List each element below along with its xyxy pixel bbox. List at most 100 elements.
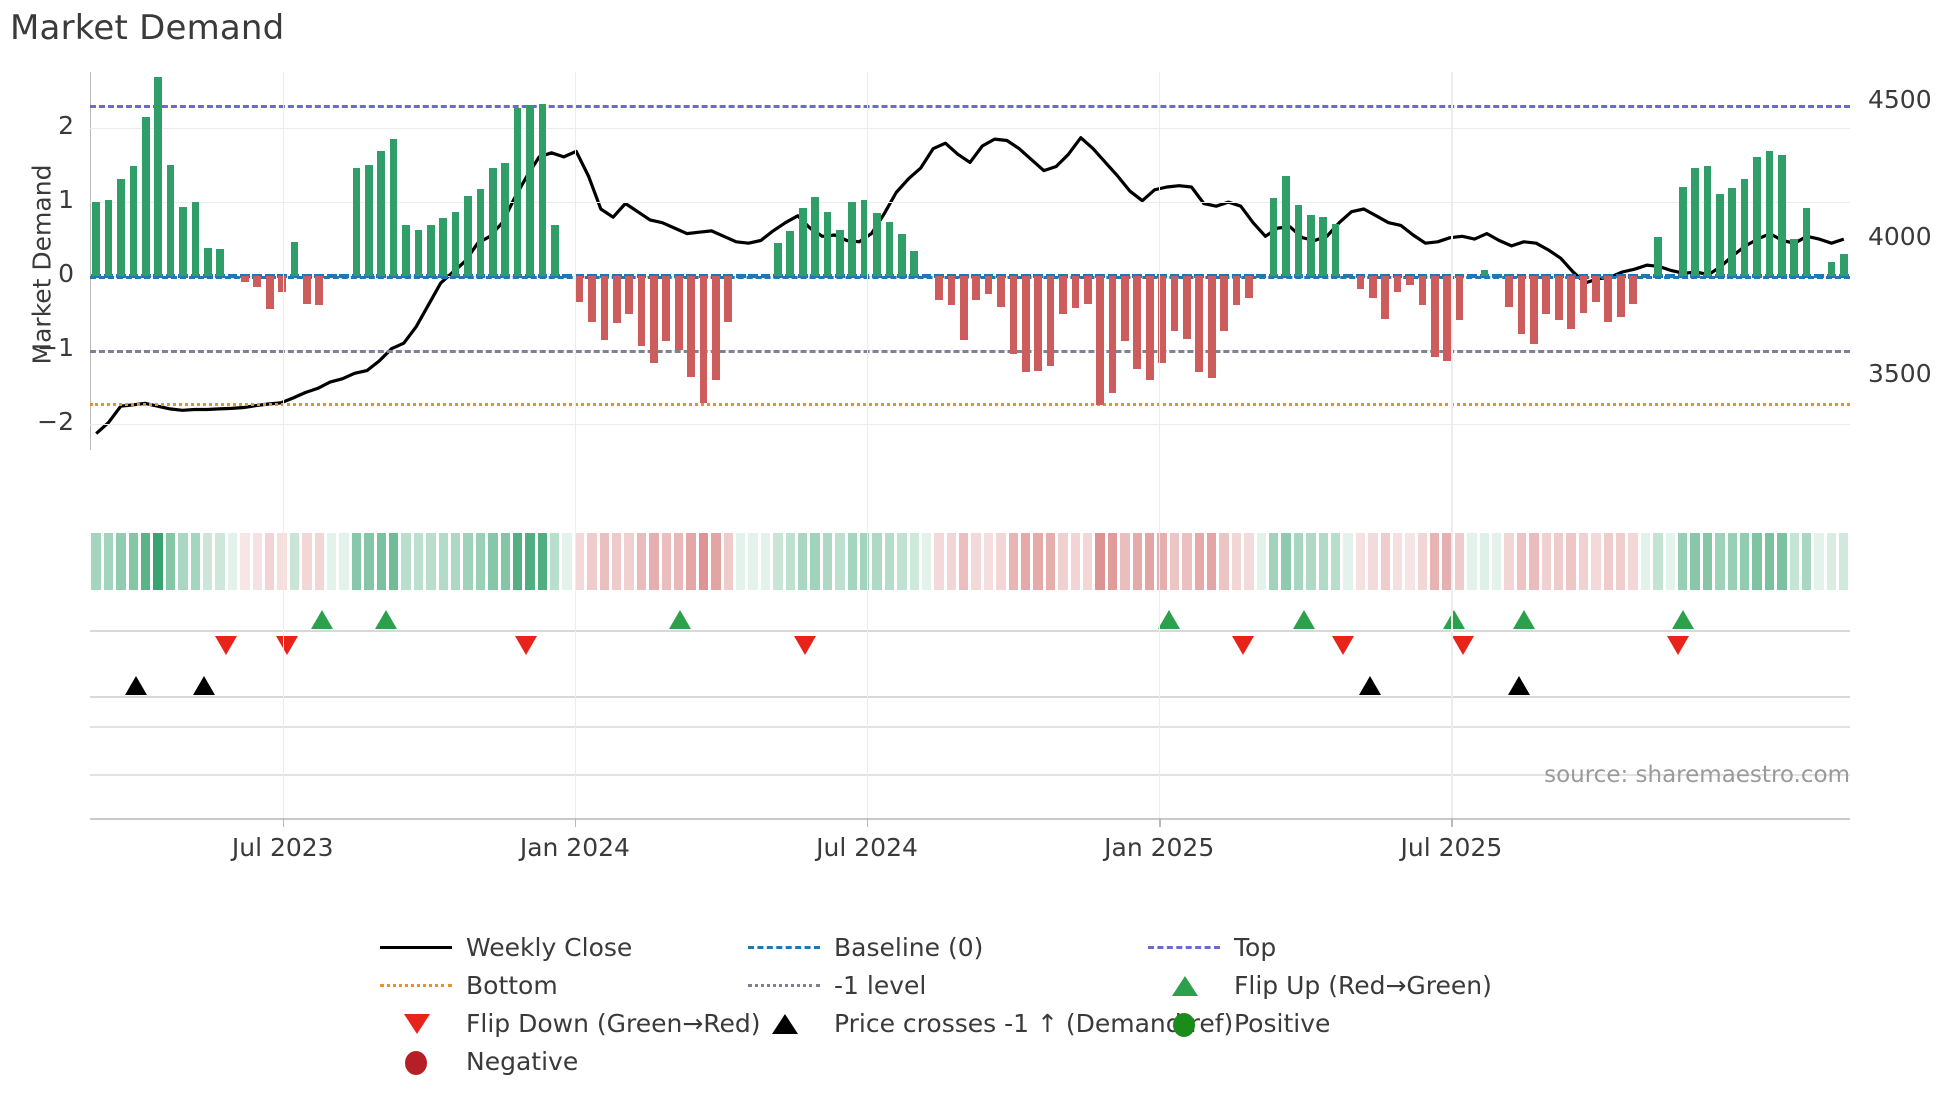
demand-bar[interactable] xyxy=(526,105,534,276)
demand-bar[interactable] xyxy=(798,207,807,276)
flip-up-marker[interactable] xyxy=(1157,610,1180,629)
demand-bar[interactable] xyxy=(1269,198,1278,276)
price-cross-marker[interactable] xyxy=(1358,676,1381,695)
demand-bar[interactable] xyxy=(253,275,262,287)
flip-down-marker[interactable] xyxy=(1332,636,1355,655)
demand-bar[interactable] xyxy=(427,225,435,276)
demand-bar[interactable] xyxy=(439,218,448,276)
demand-bar[interactable] xyxy=(1691,168,1699,276)
demand-bar[interactable] xyxy=(1207,275,1216,379)
demand-bar[interactable] xyxy=(1034,275,1042,371)
demand-bar[interactable] xyxy=(1406,275,1414,285)
demand-bar[interactable] xyxy=(1381,275,1390,319)
demand-bar[interactable] xyxy=(1728,188,1737,276)
demand-bar[interactable] xyxy=(265,275,274,310)
demand-bar[interactable] xyxy=(823,212,832,276)
demand-bar[interactable] xyxy=(1282,175,1290,276)
demand-bar[interactable] xyxy=(575,275,584,302)
demand-bar[interactable] xyxy=(612,275,621,324)
legend-item-1-level[interactable]: -1 level xyxy=(748,966,926,1004)
demand-bar[interactable] xyxy=(1530,275,1538,344)
demand-bar[interactable] xyxy=(873,212,881,276)
demand-bar[interactable] xyxy=(1294,205,1303,276)
demand-bar[interactable] xyxy=(179,206,187,276)
demand-bar[interactable] xyxy=(1616,275,1625,317)
demand-bar[interactable] xyxy=(488,167,497,276)
demand-bar[interactable] xyxy=(1678,186,1687,276)
demand-bar[interactable] xyxy=(712,275,720,380)
legend-item-negative[interactable]: Negative xyxy=(380,1042,578,1080)
demand-bar[interactable] xyxy=(625,275,633,315)
demand-bar[interactable] xyxy=(1740,179,1749,276)
demand-bar[interactable] xyxy=(513,107,522,276)
flip-down-marker[interactable] xyxy=(515,636,538,655)
legend-item-price-crosses-1-demand-ref[interactable]: Price crosses -1 ↑ (Demand ref) xyxy=(748,1004,1233,1042)
demand-bar[interactable] xyxy=(1443,275,1451,362)
legend-item-weekly-close[interactable]: Weekly Close xyxy=(380,928,632,966)
demand-bar[interactable] xyxy=(1455,275,1464,321)
demand-bar[interactable] xyxy=(315,275,324,306)
demand-bar[interactable] xyxy=(1108,275,1117,393)
demand-bar[interactable] xyxy=(303,275,311,304)
demand-bar[interactable] xyxy=(1802,207,1811,276)
demand-bar[interactable] xyxy=(1827,262,1836,276)
demand-bar[interactable] xyxy=(154,77,162,276)
demand-bar[interactable] xyxy=(464,195,472,276)
flip-down-marker[interactable] xyxy=(214,636,237,655)
flip-up-marker[interactable] xyxy=(374,610,397,629)
demand-bar[interactable] xyxy=(662,275,671,342)
price-cross-marker[interactable] xyxy=(1508,676,1531,695)
demand-bar[interactable] xyxy=(402,225,410,276)
demand-bar[interactable] xyxy=(1629,275,1637,304)
flip-down-marker[interactable] xyxy=(1451,636,1474,655)
demand-bar[interactable] xyxy=(278,275,286,293)
demand-bar[interactable] xyxy=(1480,269,1489,276)
demand-bar[interactable] xyxy=(897,234,906,276)
demand-bar[interactable] xyxy=(389,138,398,276)
demand-bar[interactable] xyxy=(290,242,299,276)
demand-bar[interactable] xyxy=(1083,275,1092,304)
demand-bar[interactable] xyxy=(1393,275,1402,293)
demand-bar[interactable] xyxy=(674,275,683,350)
demand-bar[interactable] xyxy=(92,201,101,276)
demand-bar[interactable] xyxy=(935,275,943,301)
demand-bar[interactable] xyxy=(501,163,510,276)
flip-up-marker[interactable] xyxy=(1513,610,1536,629)
demand-bar[interactable] xyxy=(377,151,386,276)
demand-bar[interactable] xyxy=(1046,275,1055,367)
demand-bar[interactable] xyxy=(588,275,596,322)
demand-bar[interactable] xyxy=(860,200,869,276)
legend-item-flip-up-red-green[interactable]: Flip Up (Red→Green) xyxy=(1148,966,1492,1004)
demand-bar[interactable] xyxy=(1430,275,1439,358)
demand-bar[interactable] xyxy=(365,164,373,276)
flip-up-marker[interactable] xyxy=(1671,610,1694,629)
demand-bar[interactable] xyxy=(1220,275,1228,332)
demand-bar[interactable] xyxy=(1505,275,1513,307)
demand-bar[interactable] xyxy=(1777,155,1786,276)
demand-bar[interactable] xyxy=(947,275,956,306)
demand-bar[interactable] xyxy=(910,250,919,276)
demand-bar[interactable] xyxy=(972,275,981,301)
demand-bar[interactable] xyxy=(203,247,212,276)
demand-bar[interactable] xyxy=(129,166,138,276)
demand-bar[interactable] xyxy=(476,189,485,276)
demand-bar[interactable] xyxy=(1753,157,1761,276)
demand-bar[interactable] xyxy=(1368,275,1377,299)
demand-bar[interactable] xyxy=(1096,275,1104,405)
demand-bar[interactable] xyxy=(600,275,609,340)
demand-bar[interactable] xyxy=(687,275,695,378)
flip-down-marker[interactable] xyxy=(276,636,299,655)
demand-bar[interactable] xyxy=(104,200,113,276)
demand-bar[interactable] xyxy=(1307,215,1315,276)
demand-bar[interactable] xyxy=(1183,275,1191,339)
demand-bar[interactable] xyxy=(1567,275,1575,330)
demand-bar[interactable] xyxy=(141,117,150,276)
legend-item-top[interactable]: Top xyxy=(1148,928,1276,966)
flip-up-marker[interactable] xyxy=(311,610,334,629)
demand-bar[interactable] xyxy=(1071,275,1080,309)
flip-down-marker[interactable] xyxy=(793,636,816,655)
demand-bar[interactable] xyxy=(1245,275,1253,299)
demand-bar[interactable] xyxy=(538,103,547,276)
demand-bar[interactable] xyxy=(1356,275,1365,290)
flip-down-marker[interactable] xyxy=(1666,636,1689,655)
